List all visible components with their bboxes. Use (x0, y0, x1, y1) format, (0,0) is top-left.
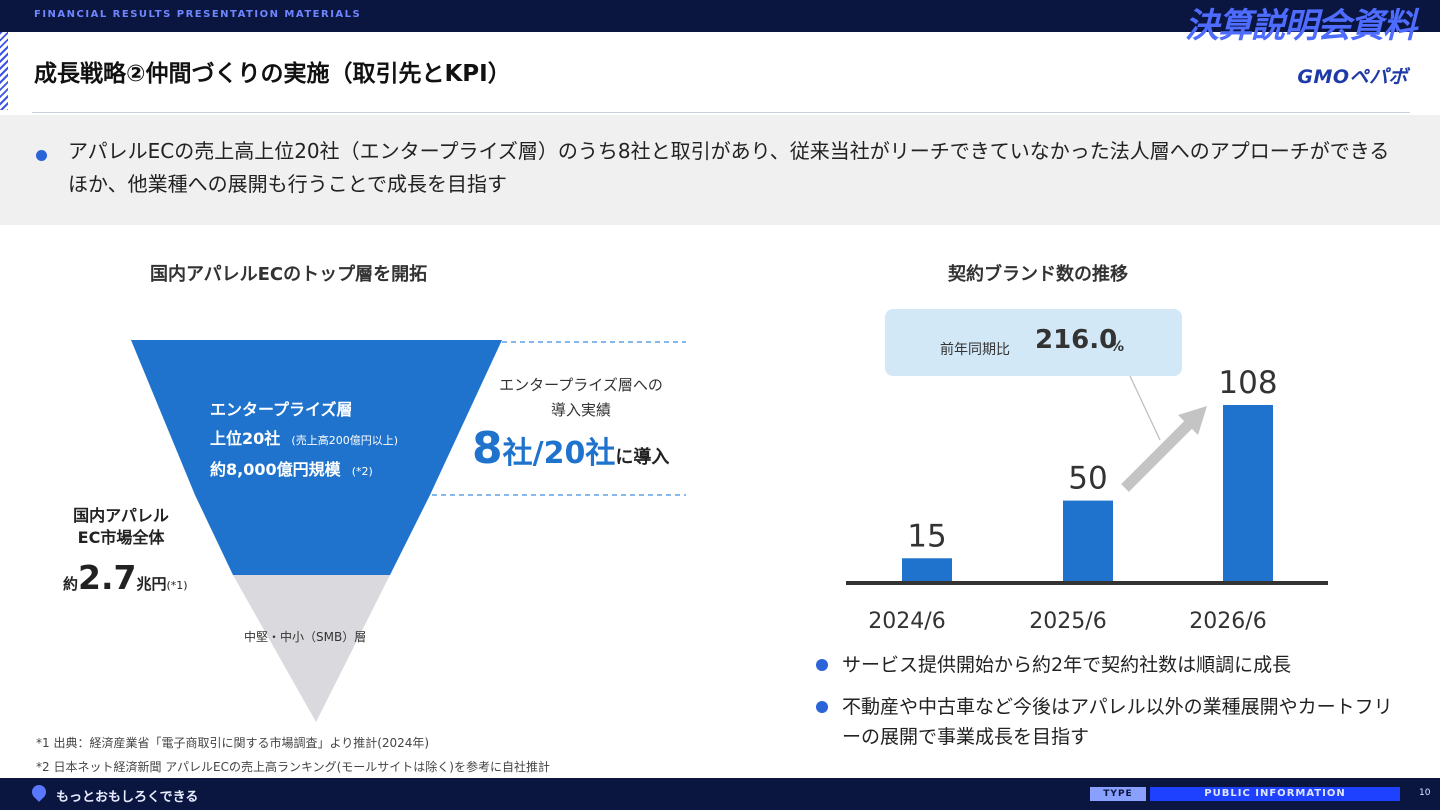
bottom-bar: もっとおもしろくできる TYPE PUBLIC INFORMATION 10 (0, 778, 1440, 810)
bullet-item: サービス提供開始から約2年で契約社数は順調に成長 (816, 650, 1396, 680)
footnotes: *1 出典：経済産業省「電子商取引に関する市場調査」より推計(2024年) *2… (36, 731, 550, 779)
top-bar-title: 決算説明会資料 (1185, 6, 1417, 46)
location-pin-icon (29, 782, 49, 802)
footer-type-label: TYPE (1090, 787, 1146, 801)
page-number: 10 (1419, 788, 1431, 798)
growth-bullets: サービス提供開始から約2年で契約社数は順調に成長 不動産や中古車など今後はアパレ… (816, 650, 1396, 764)
footnote-2: *2 日本ネット経済新聞 アパレルECの売上高ランキング(モールサイトは除く)を… (36, 760, 550, 774)
market-label: 国内アパレル EC市場全体 (56, 505, 186, 549)
market-label-line1: 国内アパレル (73, 506, 169, 525)
bullet-text: 不動産や中古車など今後はアパレル以外の業種展開やカートフリーの展開で事業成長を目… (842, 696, 1393, 748)
yoy-callout: 前年同期比 216.0 % (885, 309, 1182, 376)
market-size-unit: 兆円 (136, 575, 167, 593)
enterprise-top20-note: (売上高200億円以上) (291, 434, 398, 447)
top-bar-label: FINANCIAL RESULTS PRESENTATION MATERIALS (34, 9, 362, 20)
market-size-prefix: 約 (63, 575, 79, 593)
enterprise-intro-label: エンタープライズ層への 導入実績 (476, 373, 686, 423)
yoy-value: 216.0 (1035, 325, 1118, 355)
intro-total: 20社 (543, 436, 616, 471)
market-label-line2: EC市場全体 (77, 528, 165, 547)
funnel-enterprise-bottom (195, 495, 430, 575)
funnel-smb (233, 575, 390, 722)
footer-public-label: PUBLIC INFORMATION (1150, 787, 1400, 801)
bullet-text: サービス提供開始から約2年で契約社数は順調に成長 (842, 654, 1292, 676)
decorative-stripe (0, 32, 8, 110)
intro-count-unit: 社/ (502, 436, 544, 471)
enterprise-title: エンタープライズ層 (210, 400, 353, 419)
title-divider (32, 112, 1410, 113)
summary-band: アパレルECの売上高上位20社（エンタープライズ層）のうち8社と取引があり、従来… (0, 115, 1440, 225)
bullet-dot-icon (816, 701, 828, 713)
enterprise-scale-main: 約8,000億円規模 (210, 460, 341, 479)
enterprise-scale-note: (*2) (351, 465, 373, 478)
market-size-note: (*1) (166, 579, 188, 592)
intro-suffix: に導入 (615, 447, 670, 468)
smb-label: 中堅・中小（SMB）層 (244, 630, 367, 644)
enterprise-top20: 上位20社 (売上高200億円以上) (210, 424, 398, 455)
enterprise-scale: 約8,000億円規模 (*2) (210, 455, 398, 486)
enterprise-intro-line1: エンタープライズ層への (499, 376, 663, 394)
bullet-dot-icon (36, 150, 47, 161)
funnel-heading: 国内アパレルECのトップ層を開拓 (150, 264, 428, 285)
yoy-unit: % (1110, 339, 1125, 355)
funnel-enterprise-top (131, 340, 502, 495)
footnote-1: *1 出典：経済産業省「電子商取引に関する市場調査」より推計(2024年) (36, 736, 430, 750)
market-size-value: 2.7 (78, 558, 137, 597)
bullet-dot-icon (816, 659, 828, 671)
yoy-label: 前年同期比 (940, 342, 1010, 358)
intro-count: 8 (472, 423, 503, 474)
enterprise-intro-line2: 導入実績 (550, 401, 611, 419)
enterprise-label: エンタープライズ層 上位20社 (売上高200億円以上) 約8,000億円規模 … (210, 395, 398, 486)
market-size: 約2.7兆円(*1) (63, 558, 188, 597)
summary-text: アパレルECの売上高上位20社（エンタープライズ層）のうち8社と取引があり、従来… (68, 139, 1390, 196)
enterprise-top20-main: 上位20社 (210, 429, 281, 448)
bullet-item: 不動産や中古車など今後はアパレル以外の業種展開やカートフリーの展開で事業成長を目… (816, 692, 1396, 752)
footer-slogan: もっとおもしろくできる (56, 790, 199, 805)
enterprise-intro-value: 8社/20社に導入 (472, 423, 669, 474)
top-bar: FINANCIAL RESULTS PRESENTATION MATERIALS… (0, 0, 1440, 46)
chart-heading: 契約ブランド数の推移 (948, 264, 1128, 285)
page-title: 成長戦略②仲間づくりの実施（取引先とKPI） (34, 61, 511, 87)
company-logo: GMOペパボ (1297, 66, 1408, 88)
